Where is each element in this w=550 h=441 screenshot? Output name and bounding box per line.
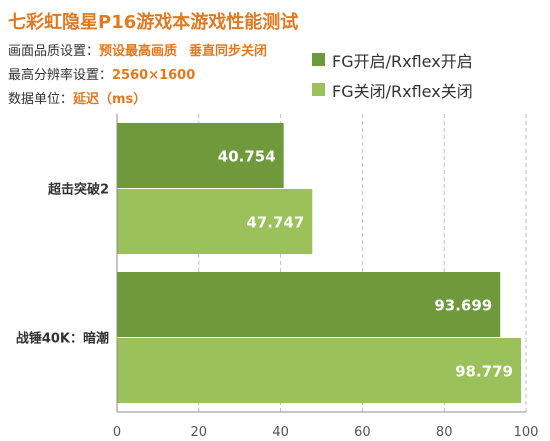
data-label-1-0: 93.699 (434, 297, 492, 315)
category-label-1: 战锤40K：暗潮 (16, 331, 109, 347)
resolution-value: 2560×1600 (112, 68, 196, 83)
resolution-setting-line: 最高分辨率设置：2560×1600 (8, 64, 195, 83)
quality-setting-line: 画面品质设置：预设最高画质 垂直同步关闭 (8, 40, 267, 59)
legend-label-fg-off: FG关闭/Rxflex关闭 (332, 82, 473, 101)
category-label-0: 超击突破2 (48, 182, 109, 198)
x-tick-label-60: 60 (354, 425, 371, 440)
x-tick-label-100: 100 (514, 425, 539, 440)
legend-swatch-fg-on (312, 53, 325, 66)
unit-label: 数据单位： (8, 92, 74, 107)
x-tick-label-40: 40 (272, 425, 289, 440)
bar-0-1 (117, 189, 313, 254)
data-label-1-1: 98.779 (455, 363, 513, 381)
bar-1-0 (117, 272, 501, 337)
legend-label-fg-on: FG开启/Rxflex开启 (332, 52, 473, 71)
chart-title: 七彩虹隐星P16游戏本游戏性能测试 (8, 12, 299, 33)
quality-label: 画面品质设置： (8, 44, 100, 59)
legend-swatch-fg-off (312, 83, 325, 96)
quality-value: 预设最高画质 (99, 44, 178, 59)
bar-1-1 (117, 338, 522, 403)
data-label-0-1: 47.747 (246, 214, 304, 232)
bar-0-0 (117, 123, 284, 188)
resolution-label: 最高分辨率设置： (8, 68, 113, 83)
unit-line: 数据单位：延迟（ms） (8, 88, 146, 107)
x-tick-label-20: 20 (191, 425, 208, 440)
x-tick-label-80: 80 (436, 425, 453, 440)
unit-value: 延迟（ms） (73, 92, 147, 107)
data-label-0-0: 40.754 (218, 148, 276, 166)
vsync-value: 垂直同步关闭 (189, 44, 268, 59)
x-tick-label-0: 0 (113, 425, 121, 440)
